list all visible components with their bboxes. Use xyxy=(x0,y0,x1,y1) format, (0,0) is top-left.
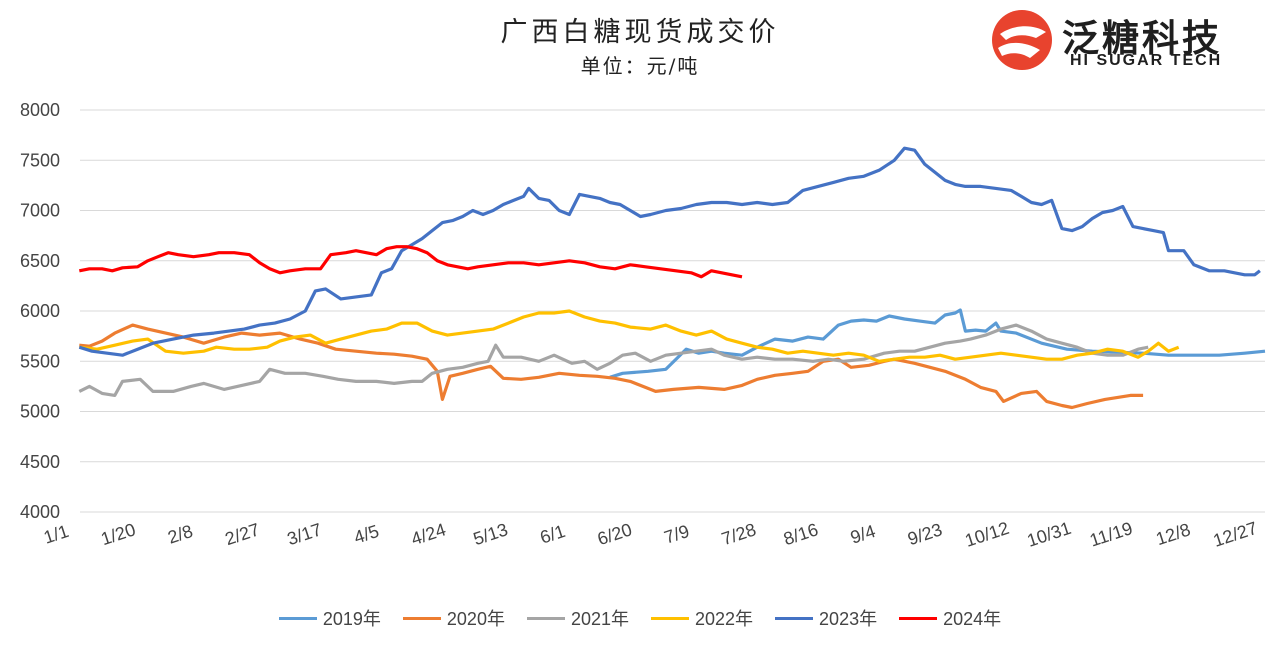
y-tick-label: 5500 xyxy=(20,351,60,371)
y-tick-label: 8000 xyxy=(20,100,60,120)
legend-label: 2024年 xyxy=(943,609,1002,629)
y-tick-label: 4000 xyxy=(20,502,60,522)
x-tick-label: 1/20 xyxy=(98,519,138,549)
legend-label: 2023年 xyxy=(819,609,878,629)
y-tick-label: 7500 xyxy=(20,150,60,170)
y-axis-ticks: 4000 4500 5000 5500 6000 6500 7000 7500 8000 xyxy=(20,100,60,522)
brand-name-english: HI SUGAR TECH xyxy=(1070,52,1223,69)
x-tick-label: 9/23 xyxy=(905,519,945,549)
legend-item: 2023年 xyxy=(775,605,877,631)
legend-swatch xyxy=(899,616,938,620)
chart-title: 广西白糖现货成交价 xyxy=(500,17,780,48)
chart-legend: 2019年 2020年 2021年 2022年 2023年 2024年 xyxy=(0,605,1280,631)
legend-label: 2020年 xyxy=(446,609,505,629)
legend-label: 2022年 xyxy=(695,609,754,629)
legend-label: 2019年 xyxy=(322,609,381,629)
y-tick-label: 7000 xyxy=(20,201,60,221)
x-tick-label: 2/27 xyxy=(223,519,263,549)
legend-item: 2022年 xyxy=(651,605,753,631)
x-tick-label: 6/1 xyxy=(538,521,568,548)
brand-name: 泛糖科技 xyxy=(1062,17,1222,60)
legend-swatch xyxy=(651,616,689,620)
series-line-4 xyxy=(79,309,1180,363)
x-tick-label: 11/19 xyxy=(1087,518,1135,551)
y-tick-label: 4500 xyxy=(20,452,60,472)
x-tick-label: 10/31 xyxy=(1025,518,1074,551)
series-line-5 xyxy=(78,146,1261,357)
brand-logo-icon xyxy=(992,10,1052,70)
x-tick-label: 6/20 xyxy=(595,519,635,549)
x-tick-label: 1/1 xyxy=(41,521,71,548)
legend-item: 2024年 xyxy=(899,605,1001,631)
chart-series xyxy=(78,146,1266,410)
x-tick-label: 4/5 xyxy=(351,521,381,548)
x-tick-label: 7/28 xyxy=(719,519,759,549)
legend-swatch xyxy=(526,616,565,620)
x-tick-label: 10/12 xyxy=(962,518,1011,551)
legend-item: 2021年 xyxy=(526,605,629,631)
x-tick-label: 2/8 xyxy=(165,521,195,548)
x-tick-label: 5/13 xyxy=(471,519,511,549)
legend-swatch xyxy=(278,616,317,620)
x-tick-label: 3/17 xyxy=(285,519,325,549)
legend-item: 2019年 xyxy=(278,605,381,631)
chart-subtitle: 单位：元/吨 xyxy=(580,54,700,78)
x-tick-label: 12/27 xyxy=(1211,518,1260,551)
legend-label: 2021年 xyxy=(570,609,629,629)
series-line-2 xyxy=(79,323,1144,410)
x-tick-label: 8/16 xyxy=(781,519,821,549)
chart-gridlines xyxy=(80,109,1265,513)
y-tick-label: 6500 xyxy=(20,251,60,271)
y-tick-label: 6000 xyxy=(20,301,60,321)
x-axis-ticks: 1/1 1/20 2/8 2/27 3/17 4/5 4/24 5/13 6/1 6/20 7/9 7… xyxy=(41,518,1260,551)
series-line-6 xyxy=(78,245,743,279)
brand-logo: 泛糖科技 HI SUGAR TECH xyxy=(990,6,1270,74)
legend-item: 2020年 xyxy=(402,605,505,631)
legend-swatch xyxy=(402,616,441,620)
x-tick-label: 9/4 xyxy=(848,521,878,548)
series-line-3 xyxy=(78,323,1149,397)
x-tick-label: 4/24 xyxy=(409,519,449,549)
x-tick-label: 7/9 xyxy=(662,521,692,548)
x-tick-label: 12/8 xyxy=(1153,519,1193,549)
legend-swatch xyxy=(775,616,814,620)
y-tick-label: 5000 xyxy=(20,402,60,422)
